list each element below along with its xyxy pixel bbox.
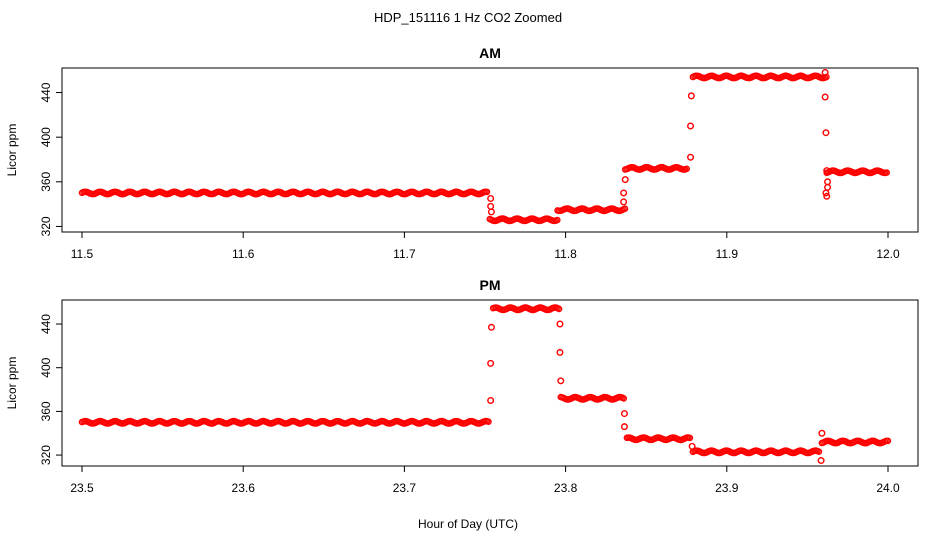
data-point [485,418,492,426]
transition-point [487,396,495,404]
data-point [686,434,694,442]
y-axis-label: Licor ppm [5,357,19,410]
transition-point [823,192,831,200]
transition-point [821,93,829,101]
data-point [815,448,823,456]
x-tick-label: 11.9 [716,247,739,261]
y-tick-label: 440 [39,314,53,334]
x-tick-label: 23.8 [554,481,578,495]
data-point [620,395,628,402]
data-points [78,304,892,465]
x-tick-label: 11.8 [554,247,577,261]
panel-title: PM [480,277,501,293]
transition-point [557,377,565,385]
plateau-series [689,72,830,82]
transition-point [487,202,495,210]
transition-point [824,183,832,191]
transition-point [556,348,564,356]
x-tick-label: 11.5 [71,247,94,261]
y-tick-label: 360 [39,171,53,191]
transition-point [687,153,695,161]
transition-point [621,176,629,184]
transition-point [687,122,695,130]
data-point [621,205,629,212]
data-point [884,437,892,445]
transition-point [620,410,628,418]
data-point [883,169,891,176]
x-tick-label: 24.0 [876,481,900,495]
data-points [78,68,891,225]
plateau-series [689,447,823,457]
data-point [683,165,691,173]
plateau-series [78,417,492,427]
y-tick-label: 400 [39,357,53,377]
plateau-series [623,434,694,444]
transition-point [620,189,628,197]
x-tick-label: 23.9 [715,481,739,495]
data-point [483,188,491,196]
plateau-series [621,163,691,173]
plateau-series [78,188,491,198]
x-tick-label: 23.6 [232,481,256,495]
transition-point [687,92,695,100]
y-axis-label: Licor ppm [5,124,19,177]
x-tick-label: 23.7 [393,481,417,495]
figure-x-axis-label: Hour of Day (UTC) [418,517,518,531]
y-tick-label: 320 [39,445,53,465]
y-tick-label: 360 [39,401,53,421]
transition-point [620,198,628,206]
y-tick-label: 400 [39,127,53,147]
plot-frame [61,67,919,233]
transition-point [556,320,564,328]
transition-point [824,178,832,186]
pm-panel: PM Licor ppm 23.5 23.6 23.7 23.8 23.9 24.0 320 36… [5,277,919,495]
x-tick-label: 12.0 [876,247,900,261]
am-panel: AM Licor ppm 11.5 11.6 11.7 11.8 11.9 12.0 320 36… [5,45,919,261]
plateau-series [823,167,891,177]
transition-point [822,189,830,197]
x-tick-label: 11.6 [232,247,255,261]
plateau-series [557,393,628,403]
figure-title: HDP_151116 1 Hz CO2 Zoomed [374,10,562,25]
plateau-series [486,215,561,225]
plateau-series [554,205,629,215]
transition-point [821,68,829,76]
data-point [554,216,561,224]
plot-frame [61,299,919,467]
y-tick-label: 440 [39,82,53,102]
transition-point [620,423,628,431]
transition-point [817,457,825,465]
transition-point [487,323,495,331]
transition-point [688,442,696,450]
x-tick-label: 11.7 [393,247,416,261]
panel-title: AM [479,45,501,61]
transition-point [487,195,495,203]
plateau-series [489,304,563,314]
y-tick-label: 320 [39,216,53,236]
plateau-series [818,437,892,447]
transition-point [487,359,495,367]
data-point [555,305,563,313]
transition-point [818,429,826,437]
transition-point [822,129,830,137]
transition-point [487,208,495,216]
x-tick-label: 23.5 [70,481,94,495]
transition-point [823,167,831,175]
